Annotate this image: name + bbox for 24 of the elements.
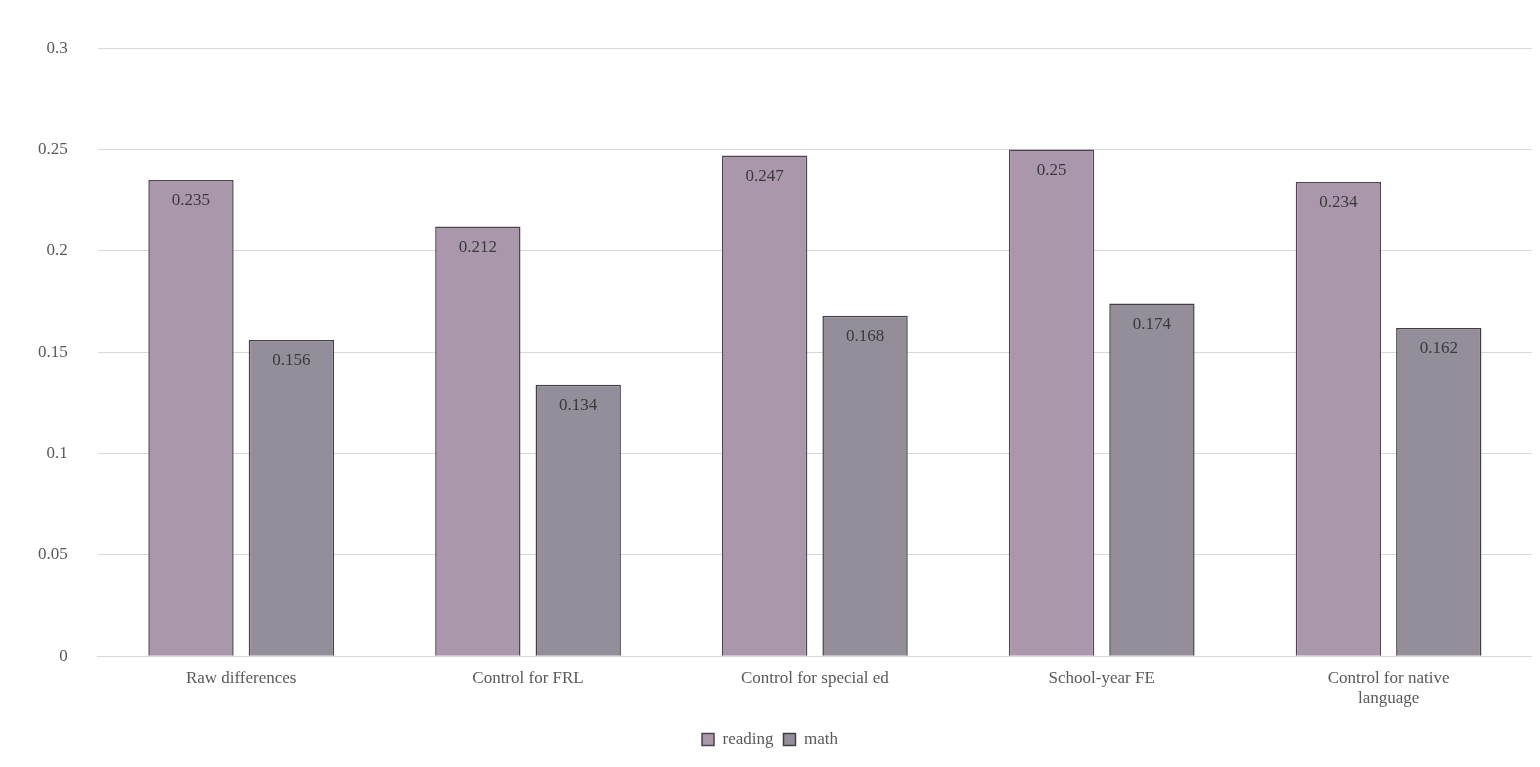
legend-label: reading bbox=[722, 728, 774, 748]
data-label: 0.162 bbox=[1419, 337, 1458, 357]
x-tick-label: Control for native language bbox=[1327, 667, 1450, 708]
data-label: 0.174 bbox=[1132, 313, 1172, 333]
y-tick-label: 0.3 bbox=[46, 37, 68, 57]
x-tick-label: Raw differences bbox=[185, 667, 297, 687]
data-label: 0.234 bbox=[1319, 191, 1358, 211]
legend-label: math bbox=[803, 728, 839, 748]
data-label: 0.247 bbox=[745, 165, 785, 185]
x-tick-label: Control for special ed bbox=[740, 667, 890, 687]
y-tick-label: 0.15 bbox=[38, 341, 68, 361]
y-tick-label: 0 bbox=[59, 645, 68, 665]
x-tick-label: Control for FRL bbox=[472, 667, 584, 687]
x-tick-label: School-year FE bbox=[1048, 667, 1155, 687]
y-tick-label: 0.05 bbox=[38, 544, 68, 564]
y-tick-label: 0.2 bbox=[46, 240, 68, 260]
data-label: 0.212 bbox=[458, 236, 497, 256]
y-tick-label: 0.25 bbox=[38, 139, 68, 158]
data-label: 0.235 bbox=[171, 189, 211, 209]
data-label: 0.25 bbox=[1036, 159, 1067, 179]
y-tick-label: 0.1 bbox=[46, 443, 68, 462]
data-label: 0.134 bbox=[559, 394, 598, 414]
data-label: 0.168 bbox=[845, 325, 885, 345]
data-label: 0.156 bbox=[272, 350, 311, 370]
